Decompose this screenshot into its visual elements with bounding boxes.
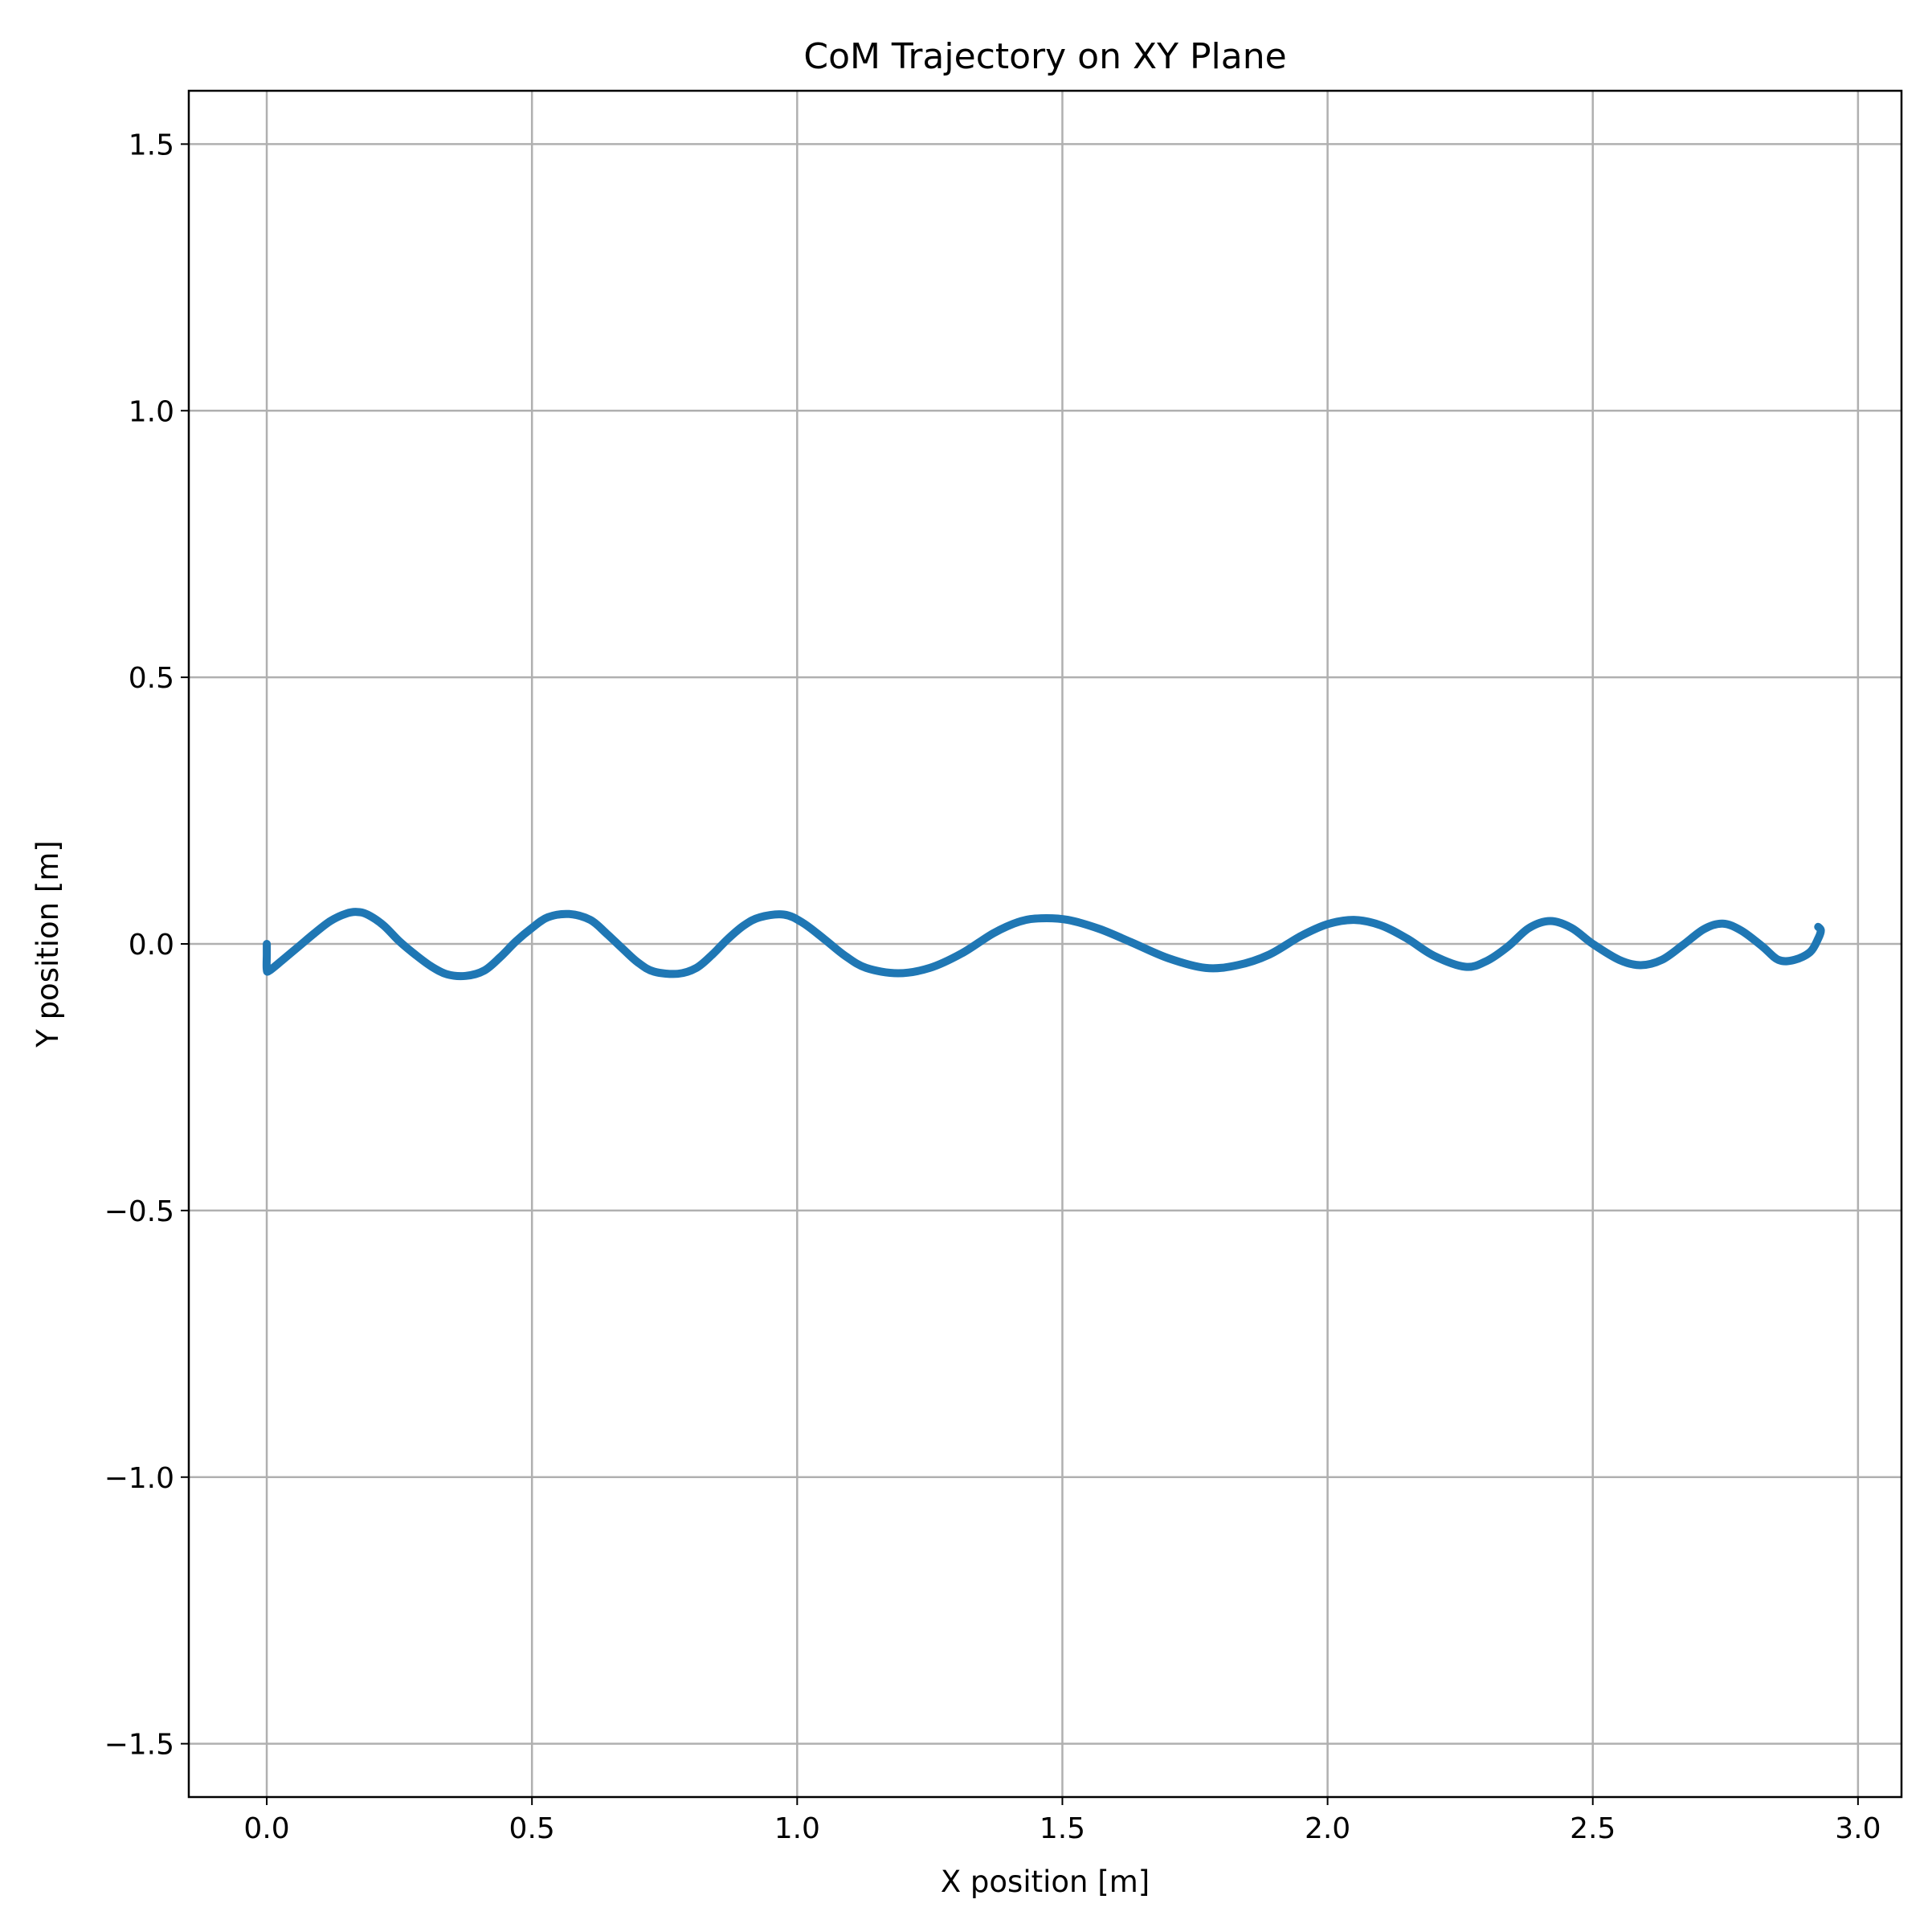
y-tick-label: 1.0 [129,395,174,428]
y-tick-label: −1.0 [104,1462,174,1495]
grid [189,91,1901,1797]
chart-title: CoM Trajectory on XY Plane [803,36,1286,77]
x-tick-label: 2.0 [1305,1812,1350,1845]
series-layer [262,908,1825,981]
y-tick-label: −1.5 [104,1729,174,1762]
trajectory-line [262,908,1825,981]
y-tick-label: −0.5 [104,1195,174,1228]
x-tick-label: 2.5 [1570,1812,1616,1845]
y-tick-label: 0.5 [129,662,174,695]
x-tick-label: 1.0 [774,1812,820,1845]
y-tick-label: 1.5 [129,129,174,161]
x-axis-label: X position [m] [941,1865,1150,1899]
x-tick-label: 3.0 [1835,1812,1881,1845]
ticks: 0.0 0.5 1.0 1.5 2.0 2.5 3.0 −1.5 −1.0 −0.5 0.0 0.5 1… [104,129,1881,1845]
y-tick-label: 0.0 [129,929,174,962]
x-tick-label: 0.0 [243,1812,289,1845]
y-axis-label: Y position [m] [31,840,65,1048]
x-tick-label: 0.5 [509,1812,555,1845]
x-tick-label: 1.5 [1040,1812,1085,1845]
